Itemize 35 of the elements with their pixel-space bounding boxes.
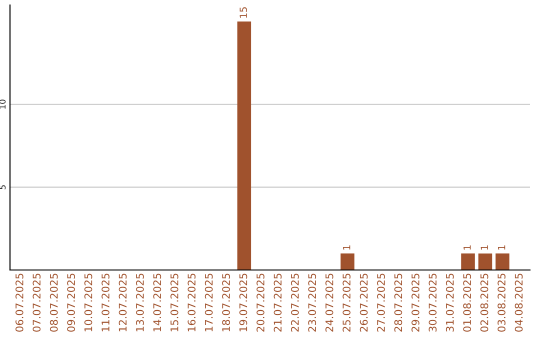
x-tick-label: 22.07.2025	[290, 274, 299, 332]
x-tick-label: 09.07.2025	[67, 274, 76, 332]
x-tick-label: 04.08.2025	[514, 274, 523, 332]
x-tick-label: 13.07.2025	[136, 274, 144, 332]
x-tick-label: 30.07.2025	[428, 274, 437, 332]
x-tick-label: 24.07.2025	[325, 274, 334, 332]
x-tick-label: 23.07.2025	[308, 274, 316, 332]
x-tick-label: 26.07.2025	[360, 274, 368, 332]
x-tick-label: 01.08.2025	[463, 274, 472, 332]
data-label: 1	[498, 245, 506, 250]
x-tick-label: 08.07.2025	[50, 274, 58, 332]
x-tick-label: 18.07.2025	[222, 274, 230, 332]
x-tick-label: 10.07.2025	[84, 274, 92, 332]
data-label: 15	[240, 7, 247, 18]
data-label: 1	[464, 245, 471, 250]
x-tick-label: 17.07.2025	[204, 274, 213, 332]
x-tick-label: 31.07.2025	[446, 274, 454, 332]
x-tick-label: 21.07.2025	[274, 274, 282, 332]
x-tick-label: 06.07.2025	[15, 274, 24, 332]
x-tick-label: 27.07.2025	[377, 274, 385, 332]
x-tick-label: 25.07.2025	[342, 274, 351, 332]
x-tick-label: 11.07.2025	[102, 274, 110, 332]
x-tick-label: 28.07.2025	[394, 274, 402, 332]
x-tick-label: 02.08.2025	[480, 274, 488, 332]
data-label: 1	[480, 245, 488, 250]
x-tick-label: 15.07.2025	[170, 274, 178, 332]
x-tick-label: 03.08.2025	[498, 274, 506, 332]
data-label: 1	[343, 245, 350, 250]
x-tick-label: 12.07.2025	[118, 274, 127, 332]
x-tick-label: 07.07.2025	[32, 274, 41, 332]
x-tick-label: 19.07.2025	[239, 274, 248, 332]
x-tick-label: 29.07.2025	[412, 274, 420, 332]
x-tick-label: 16.07.2025	[188, 274, 196, 332]
x-tick-label: 20.07.2025	[256, 274, 264, 332]
x-tick-label: 14.07.2025	[153, 274, 162, 332]
